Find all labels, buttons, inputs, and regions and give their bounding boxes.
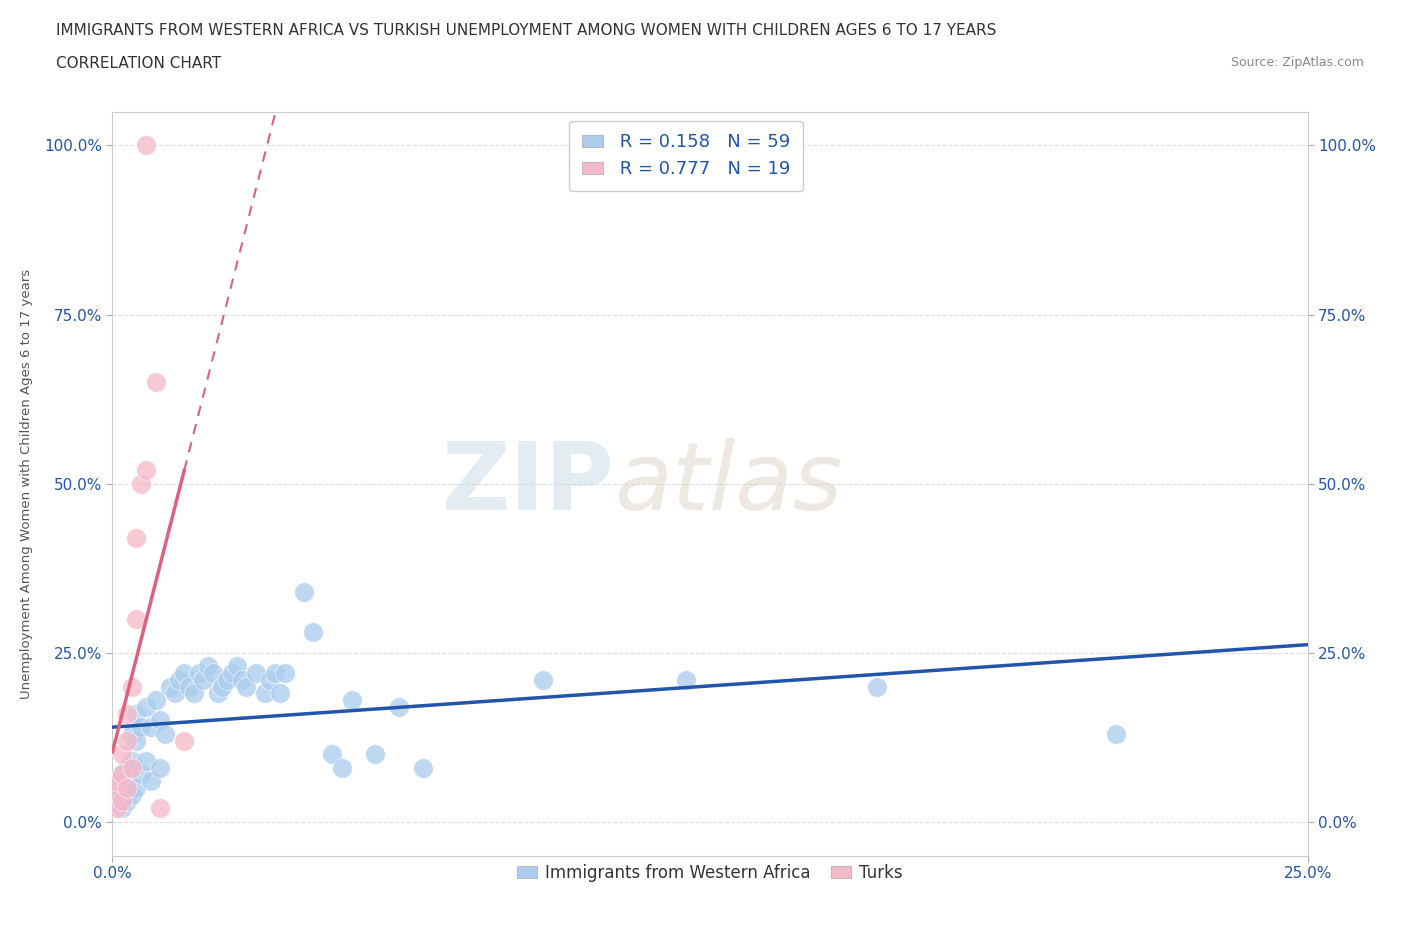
Point: [245, 666, 267, 681]
Point: [129, 767, 152, 782]
Point: [145, 693, 167, 708]
Point: [115, 733, 138, 748]
Point: [225, 658, 247, 673]
Point: [121, 788, 143, 803]
Point: [163, 685, 186, 700]
Point: [149, 760, 172, 775]
Point: [115, 706, 138, 721]
Point: [149, 713, 172, 728]
Point: [412, 760, 434, 775]
Point: [531, 672, 554, 687]
Point: [187, 666, 209, 681]
Point: [159, 679, 181, 694]
Point: [105, 780, 128, 795]
Point: [675, 672, 697, 687]
Point: [135, 753, 157, 768]
Point: [269, 685, 291, 700]
Point: [217, 672, 239, 687]
Point: [211, 679, 233, 694]
Point: [115, 774, 138, 789]
Point: [129, 720, 152, 735]
Point: [388, 699, 411, 714]
Point: [321, 747, 343, 762]
Text: IMMIGRANTS FROM WESTERN AFRICA VS TURKISH UNEMPLOYMENT AMONG WOMEN WITH CHILDREN: IMMIGRANTS FROM WESTERN AFRICA VS TURKIS…: [56, 23, 997, 38]
Point: [111, 767, 134, 782]
Point: [105, 801, 128, 816]
Point: [259, 672, 281, 687]
Point: [121, 760, 143, 775]
Point: [125, 706, 148, 721]
Point: [1105, 726, 1128, 741]
Point: [135, 699, 157, 714]
Point: [115, 794, 138, 809]
Point: [340, 693, 363, 708]
Point: [139, 720, 162, 735]
Point: [364, 747, 387, 762]
Point: [169, 672, 191, 687]
Text: Source: ZipAtlas.com: Source: ZipAtlas.com: [1230, 56, 1364, 69]
Point: [183, 685, 205, 700]
Point: [105, 788, 128, 803]
Point: [197, 658, 219, 673]
Point: [121, 679, 143, 694]
Point: [125, 780, 148, 795]
Point: [111, 794, 134, 809]
Point: [145, 375, 167, 390]
Point: [149, 801, 172, 816]
Point: [111, 788, 134, 803]
Point: [111, 767, 134, 782]
Point: [115, 780, 138, 795]
Point: [115, 760, 138, 775]
Point: [105, 794, 128, 809]
Point: [125, 530, 148, 545]
Point: [866, 679, 889, 694]
Point: [135, 462, 157, 477]
Point: [177, 679, 200, 694]
Point: [254, 685, 277, 700]
Point: [173, 666, 195, 681]
Y-axis label: Unemployment Among Women with Children Ages 6 to 17 years: Unemployment Among Women with Children A…: [20, 269, 32, 698]
Point: [125, 611, 148, 626]
Text: CORRELATION CHART: CORRELATION CHART: [56, 56, 221, 71]
Point: [264, 666, 287, 681]
Point: [121, 753, 143, 768]
Text: ZIP: ZIP: [441, 438, 614, 529]
Text: atlas: atlas: [614, 438, 842, 529]
Point: [302, 625, 325, 640]
Point: [135, 138, 157, 153]
Point: [221, 666, 243, 681]
Point: [105, 774, 128, 789]
Point: [207, 685, 229, 700]
Point: [125, 733, 148, 748]
Point: [139, 774, 162, 789]
Point: [193, 672, 215, 687]
Point: [173, 733, 195, 748]
Point: [235, 679, 257, 694]
Point: [111, 801, 134, 816]
Point: [111, 747, 134, 762]
Point: [273, 666, 295, 681]
Point: [231, 672, 253, 687]
Point: [330, 760, 353, 775]
Point: [153, 726, 176, 741]
Point: [201, 666, 224, 681]
Point: [121, 726, 143, 741]
Point: [292, 584, 315, 599]
Legend: Immigrants from Western Africa, Turks: Immigrants from Western Africa, Turks: [510, 857, 910, 888]
Point: [129, 476, 152, 491]
